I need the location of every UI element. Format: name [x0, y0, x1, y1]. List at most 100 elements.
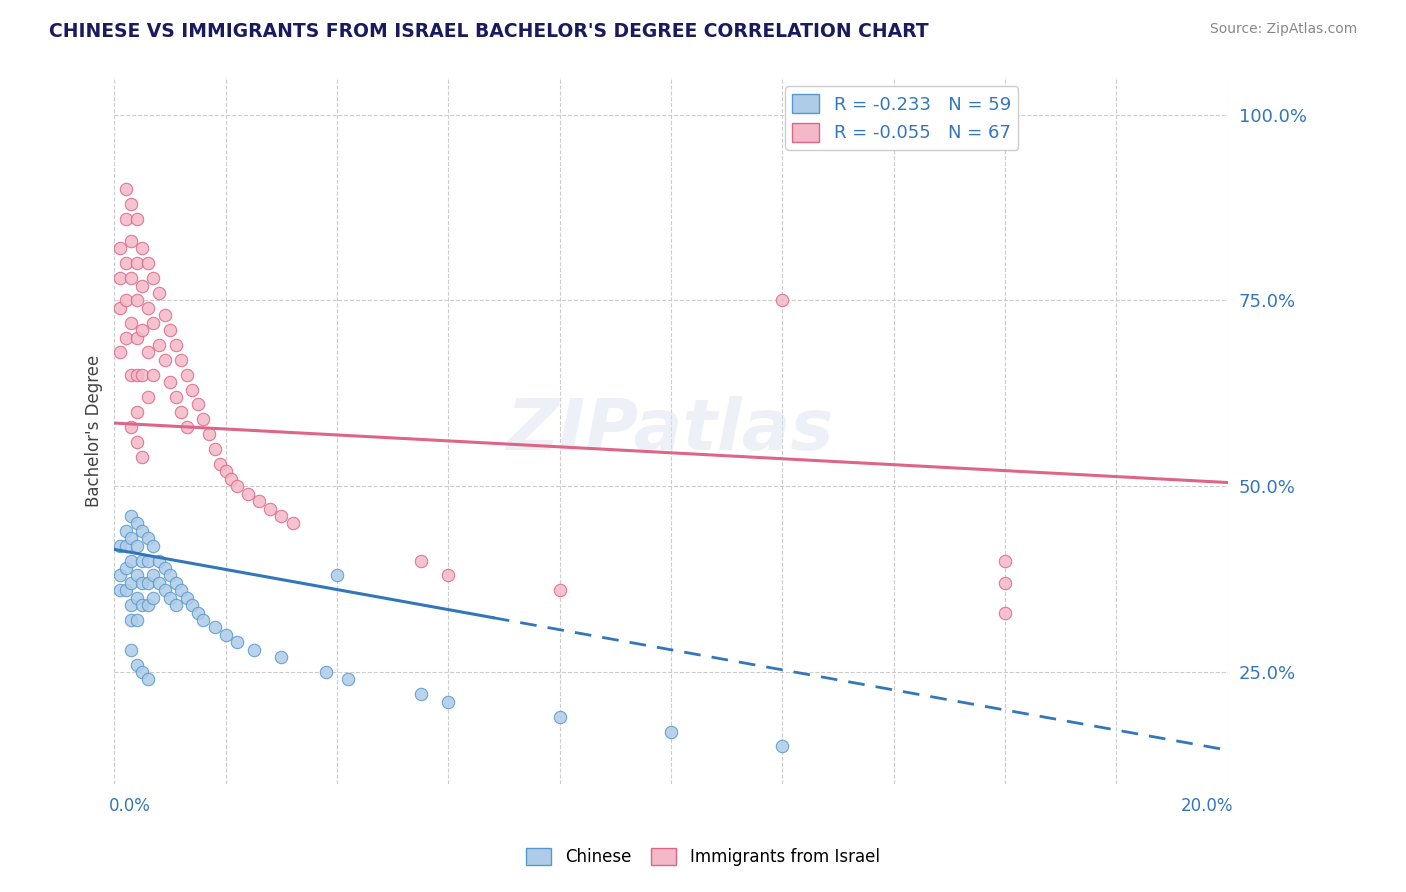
- Point: [548, 583, 571, 598]
- Point: [176, 419, 198, 434]
- Point: [994, 553, 1017, 567]
- Point: [181, 598, 204, 612]
- Point: [994, 606, 1017, 620]
- Point: [165, 575, 187, 590]
- Point: [108, 301, 131, 315]
- Point: [142, 539, 165, 553]
- Point: [148, 553, 170, 567]
- Point: [270, 508, 292, 523]
- Point: [136, 256, 159, 270]
- Point: [131, 368, 153, 382]
- Point: [136, 390, 159, 404]
- Point: [131, 553, 153, 567]
- Point: [136, 673, 159, 687]
- Point: [153, 308, 176, 322]
- Point: [114, 583, 136, 598]
- Point: [142, 271, 165, 285]
- Point: [165, 338, 187, 352]
- Point: [181, 383, 204, 397]
- Point: [770, 293, 793, 308]
- Point: [125, 256, 148, 270]
- Point: [131, 450, 153, 464]
- Text: CHINESE VS IMMIGRANTS FROM ISRAEL BACHELOR'S DEGREE CORRELATION CHART: CHINESE VS IMMIGRANTS FROM ISRAEL BACHEL…: [49, 22, 929, 41]
- Point: [114, 293, 136, 308]
- Point: [120, 234, 142, 248]
- Point: [215, 628, 238, 642]
- Point: [131, 575, 153, 590]
- Point: [120, 419, 142, 434]
- Point: [176, 368, 198, 382]
- Point: [131, 278, 153, 293]
- Text: Source: ZipAtlas.com: Source: ZipAtlas.com: [1209, 22, 1357, 37]
- Point: [165, 598, 187, 612]
- Point: [242, 642, 264, 657]
- Point: [125, 516, 148, 531]
- Point: [120, 368, 142, 382]
- Point: [136, 575, 159, 590]
- Point: [120, 196, 142, 211]
- Point: [120, 598, 142, 612]
- Point: [108, 271, 131, 285]
- Point: [136, 553, 159, 567]
- Legend: R = -0.233   N = 59, R = -0.055   N = 67: R = -0.233 N = 59, R = -0.055 N = 67: [785, 87, 1018, 150]
- Point: [142, 591, 165, 605]
- Point: [198, 427, 221, 442]
- Point: [108, 539, 131, 553]
- Y-axis label: Bachelor's Degree: Bachelor's Degree: [86, 354, 103, 507]
- Point: [108, 345, 131, 359]
- Point: [136, 345, 159, 359]
- Point: [337, 673, 360, 687]
- Point: [120, 575, 142, 590]
- Point: [225, 635, 247, 649]
- Point: [148, 338, 170, 352]
- Point: [159, 591, 181, 605]
- Point: [114, 182, 136, 196]
- Point: [120, 271, 142, 285]
- Point: [437, 695, 460, 709]
- Point: [270, 650, 292, 665]
- Point: [326, 568, 349, 582]
- Point: [120, 642, 142, 657]
- Point: [125, 368, 148, 382]
- Point: [170, 405, 193, 419]
- Point: [125, 434, 148, 449]
- Point: [120, 613, 142, 627]
- Point: [120, 531, 142, 545]
- Text: ZIPatlas: ZIPatlas: [508, 396, 835, 465]
- Point: [176, 591, 198, 605]
- Point: [120, 316, 142, 330]
- Point: [114, 211, 136, 226]
- Point: [125, 591, 148, 605]
- Point: [136, 598, 159, 612]
- Point: [148, 575, 170, 590]
- Point: [315, 665, 337, 679]
- Point: [409, 687, 432, 701]
- Point: [131, 665, 153, 679]
- Point: [120, 553, 142, 567]
- Point: [204, 620, 226, 634]
- Point: [114, 256, 136, 270]
- Point: [236, 486, 259, 500]
- Point: [193, 613, 215, 627]
- Point: [159, 568, 181, 582]
- Point: [209, 457, 232, 471]
- Point: [142, 568, 165, 582]
- Point: [159, 375, 181, 389]
- Text: 0.0%: 0.0%: [108, 797, 150, 815]
- Point: [108, 583, 131, 598]
- Point: [215, 464, 238, 478]
- Point: [136, 301, 159, 315]
- Point: [548, 709, 571, 723]
- Point: [142, 316, 165, 330]
- Point: [170, 352, 193, 367]
- Point: [142, 368, 165, 382]
- Point: [125, 330, 148, 344]
- Text: 20.0%: 20.0%: [1181, 797, 1233, 815]
- Point: [131, 241, 153, 255]
- Point: [994, 575, 1017, 590]
- Point: [125, 293, 148, 308]
- Point: [114, 524, 136, 538]
- Point: [125, 405, 148, 419]
- Point: [125, 539, 148, 553]
- Point: [187, 606, 209, 620]
